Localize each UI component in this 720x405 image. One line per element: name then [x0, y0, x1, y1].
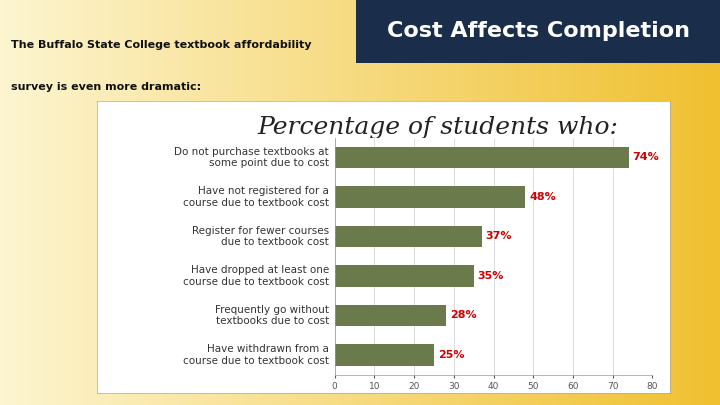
- Bar: [335, 147, 629, 168]
- Bar: [335, 226, 482, 247]
- Text: Do not purchase textbooks at
some point due to cost: Do not purchase textbooks at some point …: [174, 147, 329, 168]
- Bar: [335, 186, 526, 208]
- Text: Percentage of students who:: Percentage of students who:: [258, 116, 618, 139]
- Bar: [335, 265, 474, 287]
- Text: survey is even more dramatic:: survey is even more dramatic:: [11, 82, 201, 92]
- Text: Have withdrawn from a
course due to textbook cost: Have withdrawn from a course due to text…: [183, 344, 329, 366]
- Text: Frequently go without
textbooks due to cost: Frequently go without textbooks due to c…: [215, 305, 329, 326]
- Text: 28%: 28%: [450, 310, 477, 320]
- Text: Have not registered for a
course due to textbook cost: Have not registered for a course due to …: [183, 186, 329, 208]
- Text: Register for fewer courses
due to textbook cost: Register for fewer courses due to textbo…: [192, 226, 329, 247]
- Text: Have dropped at least one
course due to textbook cost: Have dropped at least one course due to …: [183, 265, 329, 287]
- Text: The Buffalo State College textbook affordability: The Buffalo State College textbook affor…: [11, 40, 311, 50]
- Text: 25%: 25%: [438, 350, 464, 360]
- Text: Cost Affects Completion: Cost Affects Completion: [387, 21, 690, 41]
- Bar: [335, 305, 446, 326]
- Text: 74%: 74%: [633, 152, 660, 162]
- Bar: [335, 344, 434, 366]
- Text: 37%: 37%: [486, 231, 512, 241]
- Text: 35%: 35%: [477, 271, 504, 281]
- Text: 48%: 48%: [529, 192, 556, 202]
